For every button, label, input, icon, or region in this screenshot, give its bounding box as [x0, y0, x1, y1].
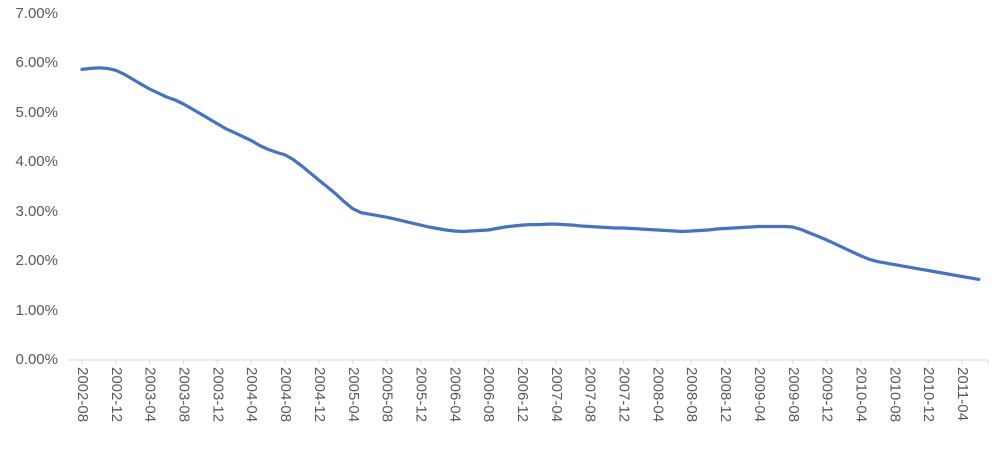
y-tick-label: 7.00%	[15, 5, 58, 22]
x-tick-label: 2010-04	[852, 367, 870, 423]
x-tick-label: 2008-08	[683, 367, 701, 423]
x-tick-label: 2009-12	[818, 367, 836, 423]
x-tick-label: 2009-04	[750, 367, 768, 423]
x-tick-label: 2004-12	[310, 367, 328, 423]
x-tick-label: 2005-12	[412, 367, 430, 423]
x-tick-label: 2004-04	[243, 367, 261, 423]
x-tick-label: 2006-04	[446, 367, 464, 423]
y-tick-label: 3.00%	[15, 202, 58, 220]
x-tick-label: 2006-12	[514, 367, 531, 423]
x-tick-label: 2003-12	[209, 367, 227, 423]
x-tick-label: 2008-12	[717, 367, 735, 423]
x-tick-label: 2005-08	[378, 367, 396, 423]
y-tick-label: 5.00%	[15, 103, 58, 121]
x-tick-label: 2010-12	[920, 367, 938, 423]
x-tick-label: 2011-04	[954, 367, 971, 421]
line-series	[80, 66, 981, 281]
y-tick-label: 6.00%	[15, 54, 58, 72]
y-tick-label: 4.00%	[15, 153, 58, 171]
y-tick-label: 0.00%	[15, 351, 58, 368]
x-tick-label: 2003-04	[141, 367, 159, 423]
x-tick-label: 2008-04	[649, 367, 667, 423]
x-tick-label: 2002-12	[107, 367, 125, 423]
y-tick-label: 1.00%	[15, 301, 58, 319]
x-tick-label: 2003-08	[175, 367, 193, 423]
x-tick-label: 2006-08	[480, 367, 498, 423]
x-tick-label: 2007-04	[547, 367, 565, 423]
x-tick-label: 2007-08	[581, 367, 599, 423]
y-tick-label: 2.00%	[15, 252, 58, 270]
x-tick-label: 2009-08	[784, 367, 802, 423]
x-tick-label: 2002-08	[74, 367, 91, 423]
x-tick-label: 2005-04	[344, 367, 362, 423]
x-axis-ticks	[81, 360, 989, 364]
x-tick-label: 2007-12	[615, 367, 633, 423]
x-tick-label: 2004-08	[277, 367, 295, 423]
x-tick-label: 2010-08	[886, 367, 904, 423]
